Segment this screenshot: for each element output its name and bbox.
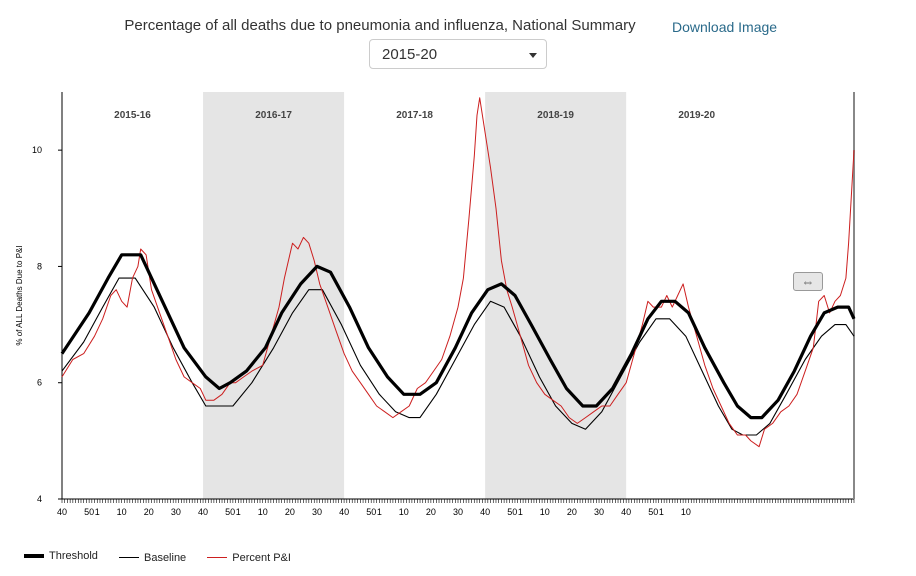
x-tick-label: 20 (426, 507, 436, 517)
x-tick-label: 1 (659, 507, 664, 517)
season-select-value: 2015-20 (382, 46, 438, 63)
series-line-baseline (61, 277, 855, 436)
x-tick-label: 30 (453, 507, 463, 517)
x-tick-label: 30 (171, 507, 181, 517)
x-tick-label: 50 (648, 507, 658, 517)
x-tick-label: 50 (225, 507, 235, 517)
x-tick-label: 40 (480, 507, 490, 517)
season-label: 2016-17 (255, 110, 292, 121)
series-line-threshold (60, 253, 856, 420)
x-tick-label: 1 (518, 507, 523, 517)
threshold-swatch (24, 554, 44, 558)
x-tick-label: 10 (399, 507, 409, 517)
x-tick-label: 40 (57, 507, 67, 517)
season-label: 2017-18 (396, 110, 433, 121)
x-tick-label: 1 (377, 507, 382, 517)
y-tick-label: 6 (37, 378, 42, 388)
y-tick-label: 10 (32, 145, 42, 155)
legend-item-percent: Percent P&I (207, 552, 291, 564)
range-resize-handle[interactable]: ⇔ (793, 272, 823, 291)
legend: Threshold Baseline Percent P&I (24, 549, 309, 564)
season-shade-2018-19 (485, 92, 627, 499)
x-tick-label: 30 (312, 507, 322, 517)
x-tick-label: 50 (507, 507, 517, 517)
season-select[interactable]: 2015-20 (369, 39, 547, 69)
legend-label-baseline: Baseline (143, 551, 187, 564)
x-tick-label: 40 (198, 507, 208, 517)
season-label: 2018-19 (537, 110, 574, 121)
legend-label-threshold: Threshold (49, 550, 98, 562)
x-tick-label: 1 (236, 507, 241, 517)
x-tick-label: 50 (84, 507, 94, 517)
baseline-swatch (118, 557, 139, 558)
x-tick-label: 10 (117, 507, 127, 517)
x-tick-label: 10 (258, 507, 268, 517)
x-tick-label: 10 (540, 507, 550, 517)
y-axis-label: % of ALL Deaths Due to P&I (15, 245, 24, 345)
x-tick-label: 20 (144, 507, 154, 517)
x-tick-label: 30 (594, 507, 604, 517)
season-label: 2019-20 (678, 110, 715, 121)
x-tick-label: 40 (339, 507, 349, 517)
chevron-down-icon (529, 53, 537, 58)
x-tick-label: 20 (285, 507, 295, 517)
x-tick-label: 40 (621, 507, 631, 517)
season-shading (203, 92, 627, 499)
x-tick-label: 50 (366, 507, 376, 517)
series-line-percent-p-i (61, 97, 855, 448)
download-image-link[interactable]: Download Image (672, 19, 778, 35)
chart-title: Percentage of all deaths due to pneumoni… (124, 17, 636, 34)
percent-swatch (207, 557, 228, 558)
series-lines (60, 97, 856, 448)
legend-item-baseline: Baseline (118, 551, 187, 564)
season-shade-2016-17 (203, 92, 345, 499)
legend-item-threshold: Threshold (24, 550, 98, 562)
x-tick-label: 20 (567, 507, 577, 517)
y-tick-label: 8 (37, 261, 42, 271)
legend-label-percent: Percent P&I (232, 551, 291, 564)
season-label: 2015-16 (114, 110, 151, 121)
season-labels: 2015-16 2016-17 2017-18 2018-19 2019-20 (114, 110, 715, 121)
x-tick-label: 10 (681, 507, 691, 517)
x-tick-label: 1 (95, 507, 100, 517)
y-tick-label: 4 (37, 494, 42, 504)
